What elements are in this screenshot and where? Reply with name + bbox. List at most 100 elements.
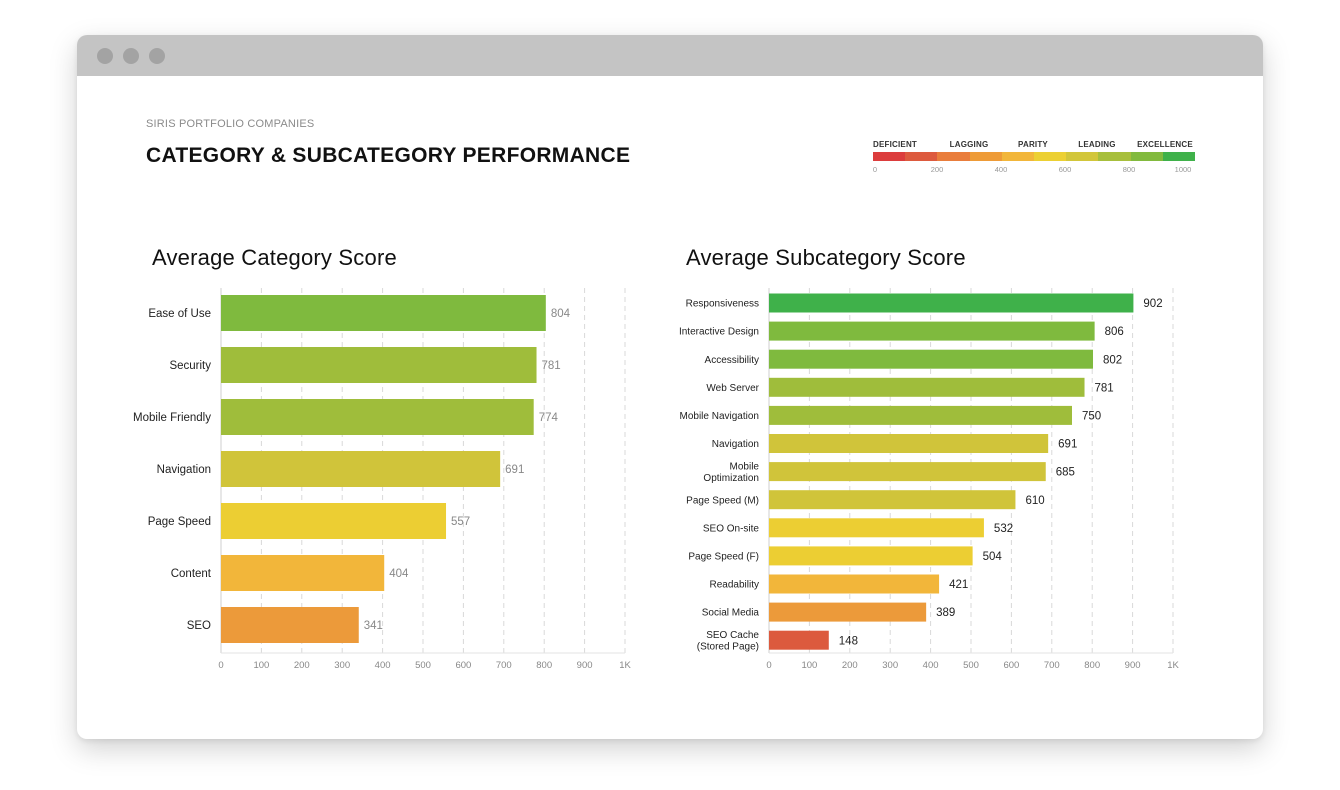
legend-segment bbox=[873, 152, 906, 161]
bar[interactable] bbox=[769, 462, 1046, 482]
bar[interactable] bbox=[769, 434, 1049, 453]
bar[interactable] bbox=[769, 518, 984, 538]
x-tick-label: 300 bbox=[882, 660, 898, 671]
x-tick-label: 0 bbox=[766, 660, 771, 671]
legend-segment bbox=[1162, 152, 1196, 161]
value-label: 806 bbox=[1105, 326, 1124, 338]
category-label: SEO Cache (Stored Page) bbox=[697, 630, 760, 653]
zoom-dot[interactable] bbox=[149, 48, 165, 64]
category-label: Mobile Friendly bbox=[133, 412, 211, 424]
x-tick-label: 100 bbox=[253, 660, 269, 671]
value-label: 504 bbox=[983, 551, 1003, 563]
close-dot[interactable] bbox=[97, 48, 113, 64]
legend-label-parity: PARITY bbox=[1018, 140, 1048, 149]
legend-tick: 600 bbox=[1058, 165, 1072, 174]
category-chart-title: Average Category Score bbox=[152, 245, 397, 270]
legend-tick: 200 bbox=[930, 165, 944, 174]
x-tick-label: 200 bbox=[842, 660, 858, 671]
bar[interactable] bbox=[221, 503, 447, 539]
legend-segment bbox=[937, 152, 971, 161]
bar[interactable] bbox=[769, 602, 927, 622]
x-tick-label: 100 bbox=[801, 660, 817, 671]
value-label: 902 bbox=[1143, 298, 1162, 310]
minimize-dot[interactable] bbox=[123, 48, 139, 64]
category-label: Readability bbox=[710, 580, 759, 591]
category-label: Page Speed bbox=[148, 516, 211, 528]
legend-tick: 0 bbox=[872, 165, 878, 174]
bar[interactable] bbox=[221, 399, 534, 435]
legend-segment bbox=[1066, 152, 1099, 161]
value-label: 781 bbox=[542, 360, 561, 372]
value-label: 685 bbox=[1056, 467, 1075, 479]
x-tick-label: 800 bbox=[536, 660, 552, 671]
x-tick-label: 300 bbox=[334, 660, 350, 671]
legend-label-leading: LEADING bbox=[1078, 140, 1116, 149]
value-label: 557 bbox=[451, 516, 470, 528]
report-title: CATEGORY & SUBCATEGORY PERFORMANCE bbox=[146, 144, 631, 167]
category-label: Web Server bbox=[706, 383, 759, 394]
legend-segment bbox=[1098, 152, 1132, 161]
value-label: 691 bbox=[1058, 439, 1077, 451]
x-tick-label: 500 bbox=[963, 660, 979, 671]
legend-label-lagging: LAGGING bbox=[949, 140, 989, 149]
x-tick-label: 500 bbox=[415, 660, 431, 671]
subcategory-score-chart: 0 100 200 300 400 500 600 700 800 900 1K Responsive… bbox=[679, 288, 1179, 671]
category-label: Interactive Design bbox=[679, 327, 759, 338]
category-label: Ease of Use bbox=[148, 308, 211, 320]
value-label: 804 bbox=[551, 308, 571, 320]
browser-window: SIRIS PORTFOLIO COMPANIES CATEGORY & SUB… bbox=[77, 35, 1263, 739]
legend-label-excellence: EXCELLENCE bbox=[1137, 140, 1193, 149]
value-label: 781 bbox=[1095, 382, 1114, 394]
category-label: Social Media bbox=[702, 608, 760, 619]
bar[interactable] bbox=[769, 405, 1072, 425]
bar[interactable] bbox=[221, 607, 359, 643]
bar[interactable] bbox=[221, 555, 385, 591]
x-tick-label: 400 bbox=[923, 660, 939, 671]
value-label: 389 bbox=[936, 607, 955, 619]
bar[interactable] bbox=[769, 574, 940, 594]
bar[interactable] bbox=[221, 451, 501, 487]
value-label: 750 bbox=[1082, 411, 1101, 423]
x-tick-label: 600 bbox=[1003, 660, 1019, 671]
x-tick-label: 1K bbox=[619, 660, 631, 671]
value-label: 774 bbox=[539, 412, 559, 424]
window-titlebar bbox=[77, 35, 1263, 76]
bar[interactable] bbox=[221, 347, 537, 383]
bar[interactable] bbox=[221, 295, 546, 331]
value-label: 532 bbox=[994, 523, 1013, 535]
x-tick-label: 600 bbox=[455, 660, 471, 671]
x-tick-label: 0 bbox=[218, 660, 223, 671]
value-label: 610 bbox=[1025, 495, 1044, 507]
bar[interactable] bbox=[769, 293, 1134, 313]
x-tick-label: 1K bbox=[1167, 660, 1179, 671]
x-tick-label: 900 bbox=[577, 660, 593, 671]
x-tick-label: 800 bbox=[1084, 660, 1100, 671]
category-label: Accessibility bbox=[705, 355, 759, 366]
legend-segment bbox=[1130, 152, 1164, 161]
x-tick-label: 400 bbox=[375, 660, 391, 671]
bar[interactable] bbox=[769, 490, 1016, 510]
legend-label-deficient: DEFICIENT bbox=[872, 140, 918, 149]
category-label: SEO bbox=[187, 620, 211, 632]
bar[interactable] bbox=[769, 377, 1085, 397]
legend-segment bbox=[969, 152, 1003, 161]
report-subtitle: SIRIS PORTFOLIO COMPANIES bbox=[146, 118, 315, 130]
category-label: Page Speed (M) bbox=[686, 495, 759, 506]
bar[interactable] bbox=[769, 630, 829, 650]
bar[interactable] bbox=[769, 321, 1095, 341]
value-label: 404 bbox=[389, 568, 409, 580]
value-label: 148 bbox=[839, 635, 858, 647]
category-label: SEO On-site bbox=[703, 523, 760, 534]
category-label: Security bbox=[169, 360, 211, 372]
category-label: Mobile Optimization bbox=[703, 461, 759, 484]
value-label: 341 bbox=[364, 620, 383, 632]
legend-tick: 800 bbox=[1122, 165, 1136, 174]
x-tick-label: 700 bbox=[496, 660, 512, 671]
bar[interactable] bbox=[769, 546, 973, 566]
value-label: 691 bbox=[505, 464, 524, 476]
category-label: Navigation bbox=[157, 464, 211, 476]
legend-tick: 400 bbox=[994, 165, 1008, 174]
category-label: Page Speed (F) bbox=[688, 552, 759, 563]
category-label: Navigation bbox=[712, 439, 759, 450]
bar[interactable] bbox=[769, 349, 1094, 369]
